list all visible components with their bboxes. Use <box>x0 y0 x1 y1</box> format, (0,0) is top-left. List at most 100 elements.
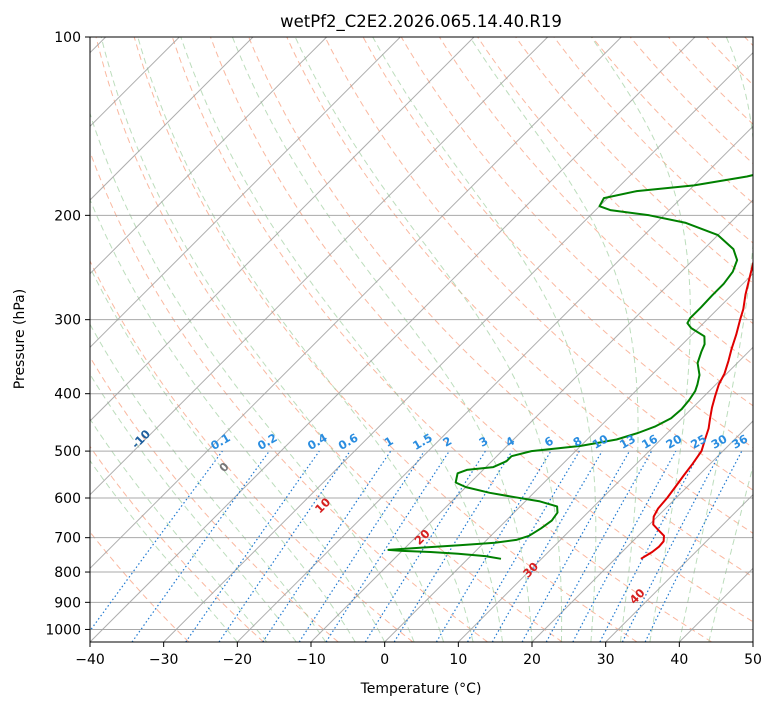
isotherm <box>90 37 549 496</box>
mixing-ratio-label: 0.1 <box>208 430 233 452</box>
mixing-ratio-label: 30 <box>709 432 730 452</box>
mixing-ratio-line <box>90 450 223 632</box>
mixing-ratio-label: 6 <box>542 434 556 450</box>
mixing-ratio-line <box>298 450 425 642</box>
y-axis-label: Pressure (hPa) <box>12 289 28 389</box>
isotherm <box>531 420 753 642</box>
dry-adiabat <box>324 37 753 491</box>
x-tick-label: −30 <box>149 652 179 668</box>
mixing-ratio-line <box>325 450 450 642</box>
dry-adiabat <box>171 37 712 642</box>
y-tick-label: 700 <box>54 531 81 547</box>
y-tick-label: 100 <box>54 30 81 46</box>
moist-adiabat <box>180 37 503 642</box>
moist-adiabat <box>90 459 238 642</box>
dry-adiabat <box>90 445 264 642</box>
line-labels: 0.10.20.40.611.52346810131620253036-100-… <box>129 427 751 607</box>
moist-adiabat <box>137 37 474 642</box>
dry-adiabat-label: -10 <box>129 427 154 452</box>
isotherm <box>236 125 753 642</box>
mixing-ratio-label: 20 <box>663 432 684 452</box>
mixing-ratio-label: 1.5 <box>410 430 435 452</box>
y-tick-label: 300 <box>54 313 81 329</box>
dry-adiabat <box>515 37 753 284</box>
y-tick-label: 400 <box>54 387 81 403</box>
dry-adiabat <box>90 356 339 642</box>
y-tick-label: 1000 <box>45 622 81 638</box>
mixing-ratio-line <box>599 450 702 642</box>
isotherm <box>752 641 753 642</box>
mixing-ratio-label: 25 <box>688 432 709 452</box>
moist-adiabat <box>469 37 639 642</box>
dry-adiabat <box>477 37 753 325</box>
mixing-ratio-line <box>572 450 677 642</box>
mixing-ratio-line <box>545 450 653 642</box>
isotherm <box>457 346 753 642</box>
mixing-ratio-label: 0.4 <box>305 430 330 452</box>
x-tick-label: 50 <box>744 652 762 668</box>
dry-adiabat <box>744 37 753 47</box>
moist-adiabat <box>294 37 563 642</box>
isotherm <box>90 37 475 422</box>
isotherm <box>163 51 753 642</box>
mixing-ratio-label: 1 <box>382 434 396 450</box>
background-lines <box>90 37 753 642</box>
mixing-ratio-line <box>262 450 392 642</box>
moist-adiabat <box>90 198 386 642</box>
isotherm <box>90 37 622 570</box>
mixing-ratio-label: 13 <box>617 432 638 452</box>
dry-adiabat <box>90 259 414 642</box>
moist-adiabat <box>708 464 753 642</box>
moist-adiabat <box>372 37 597 642</box>
mixing-ratio-label: 36 <box>729 432 750 452</box>
dry-adiabat-label: 20 <box>412 526 433 547</box>
isotherm <box>605 493 753 642</box>
mixing-ratio-line <box>185 450 320 642</box>
dry-adiabat <box>706 37 753 86</box>
dry-adiabat-label: 0 <box>216 459 232 475</box>
x-tick-label: −40 <box>75 652 105 668</box>
x-tick-label: −10 <box>296 652 326 668</box>
y-tick-label: 900 <box>54 595 81 611</box>
x-axis: −40 −30 −20 −10 0 10 20 30 40 50 <box>75 642 762 668</box>
mixing-ratio-line <box>218 450 351 642</box>
moist-adiabat <box>90 373 297 642</box>
y-tick-label: 800 <box>54 565 81 581</box>
moist-adiabat <box>100 37 445 642</box>
y-tick-label: 200 <box>54 208 81 224</box>
isotherm <box>90 37 254 201</box>
dry-adiabat <box>210 37 753 623</box>
x-tick-label: 30 <box>597 652 615 668</box>
data-lines <box>387 174 753 560</box>
temperature-profile <box>640 260 753 560</box>
dry-adiabat <box>95 37 563 642</box>
chart-title: wetPf2_C2E2.2026.065.14.40.R19 <box>280 12 562 32</box>
y-axis: 100 200 300 400 500 600 700 800 900 1000 <box>45 30 90 638</box>
dewpoint-profile <box>387 174 753 560</box>
moist-adiabat <box>678 37 753 642</box>
y-tick-label: 600 <box>54 491 81 507</box>
isotherm <box>90 37 401 349</box>
dry-adiabat <box>553 37 753 244</box>
x-tick-label: 20 <box>523 652 541 668</box>
plot-frame <box>89 36 754 643</box>
x-tick-label: −20 <box>223 652 253 668</box>
mixing-ratio-line <box>644 450 743 642</box>
mixing-ratio-label: 10 <box>590 432 611 452</box>
mixing-ratio-line <box>521 450 631 642</box>
moist-adiabat <box>590 37 691 642</box>
isotherm <box>310 199 753 642</box>
isotherm <box>90 37 696 642</box>
x-axis-label: Temperature (°C) <box>360 681 482 697</box>
dry-adiabat <box>286 37 753 534</box>
dry-adiabat <box>668 37 753 125</box>
mixing-ratio-line <box>393 450 513 642</box>
x-tick-label: 10 <box>449 652 467 668</box>
dry-adiabat <box>248 37 753 578</box>
dry-adiabat <box>591 37 753 204</box>
dry-adiabat <box>90 531 190 642</box>
isotherm <box>384 272 753 642</box>
moist-adiabat <box>90 111 415 642</box>
mixing-ratio-line <box>466 450 580 642</box>
